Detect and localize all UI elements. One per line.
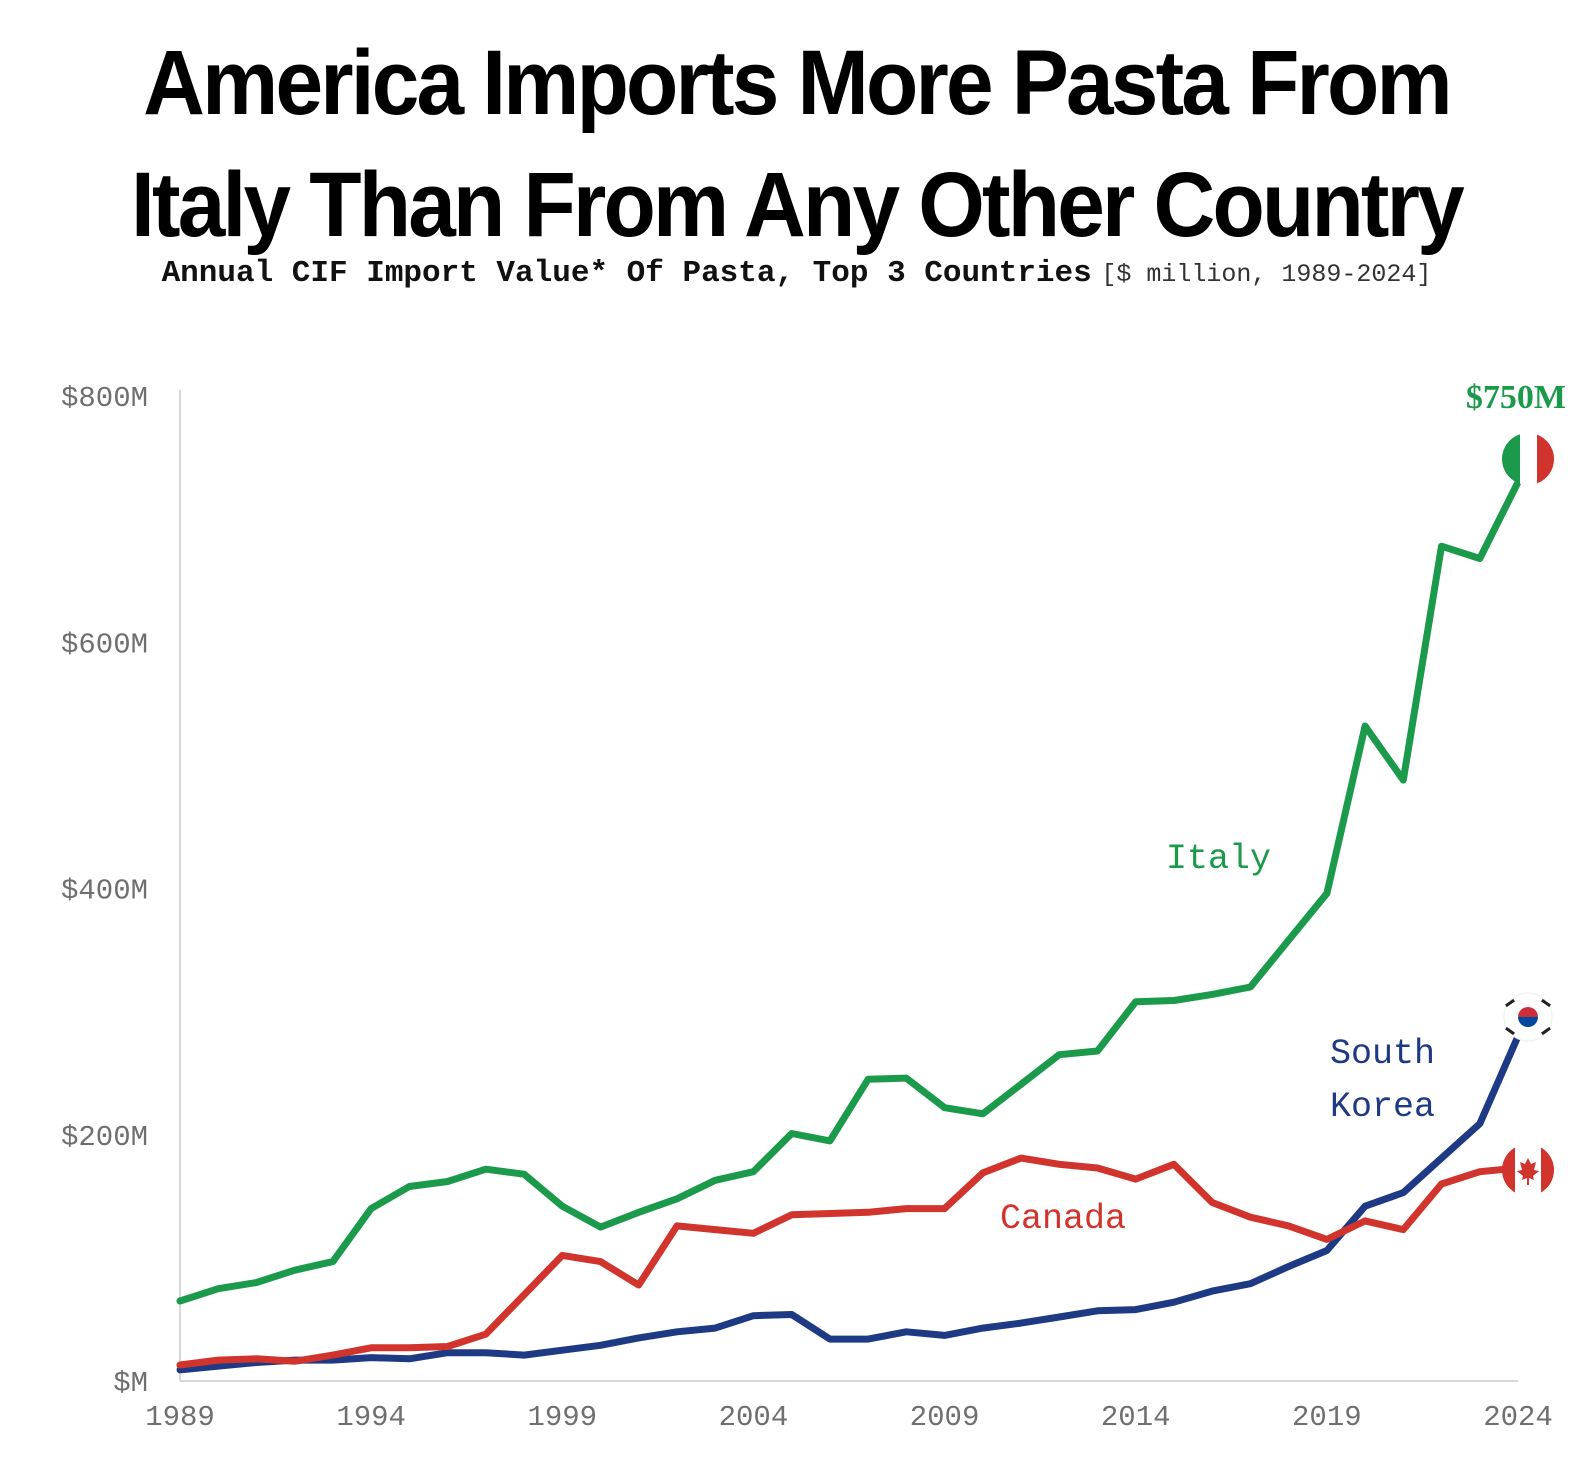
canada-flag-icon <box>1502 1144 1554 1196</box>
chart-subtitle-unit: [$ million, 1989-2024] <box>1101 260 1432 289</box>
chart-subtitle-main: Annual CIF Import Value* Of Pasta, Top 3… <box>161 256 1092 291</box>
series-label-canada: Canada <box>1000 1199 1126 1239</box>
y-tick-label: $200M <box>61 1121 148 1154</box>
x-tick-label: 1989 <box>145 1401 215 1434</box>
y-tick-label: $800M <box>61 382 148 415</box>
series-label-italy: Italy <box>1166 839 1271 879</box>
chart-series-lines <box>176 478 1522 1374</box>
chart-series-labels: Italy Canada South Korea $750M <box>1000 379 1566 1239</box>
end-value-label-italy: $750M <box>1466 379 1566 416</box>
y-tick-label: $400M <box>61 875 148 908</box>
x-tick-label: 2009 <box>910 1401 980 1434</box>
italy-flag-icon <box>1502 433 1554 485</box>
chart-title: America Imports More Pasta From Italy Th… <box>56 22 1537 266</box>
series-line-canada <box>176 1154 1522 1369</box>
chart-end-markers <box>1502 433 1554 1196</box>
chart-title-line-2: Italy Than From Any Other Country <box>131 154 1465 256</box>
chart-axes <box>179 390 1518 1382</box>
series-label-south-korea-line-1: South <box>1330 1034 1435 1074</box>
series-label-south-korea-line-2: Korea <box>1330 1087 1435 1127</box>
x-tick-label: 2004 <box>719 1401 789 1434</box>
x-axis-ticks: 1989 1994 1999 2004 2009 2014 2019 2024 <box>145 1401 1553 1434</box>
y-axis-ticks: $M $200M $400M $600M $800M <box>61 382 148 1400</box>
y-tick-label: $600M <box>61 628 148 661</box>
chart-title-line-1: America Imports More Pasta From <box>143 32 1452 134</box>
series-line-italy <box>176 478 1522 1305</box>
south-korea-flag-icon <box>1503 992 1553 1042</box>
x-tick-label: 1994 <box>336 1401 406 1434</box>
series-line-south-korea <box>176 1032 1522 1374</box>
y-tick-label: $M <box>113 1367 148 1400</box>
x-tick-label: 1999 <box>527 1401 597 1434</box>
x-tick-label: 2014 <box>1101 1401 1171 1434</box>
chart-subtitle: Annual CIF Import Value* Of Pasta, Top 3… <box>0 256 1593 291</box>
x-tick-label: 2024 <box>1483 1401 1553 1434</box>
x-tick-label: 2019 <box>1292 1401 1362 1434</box>
